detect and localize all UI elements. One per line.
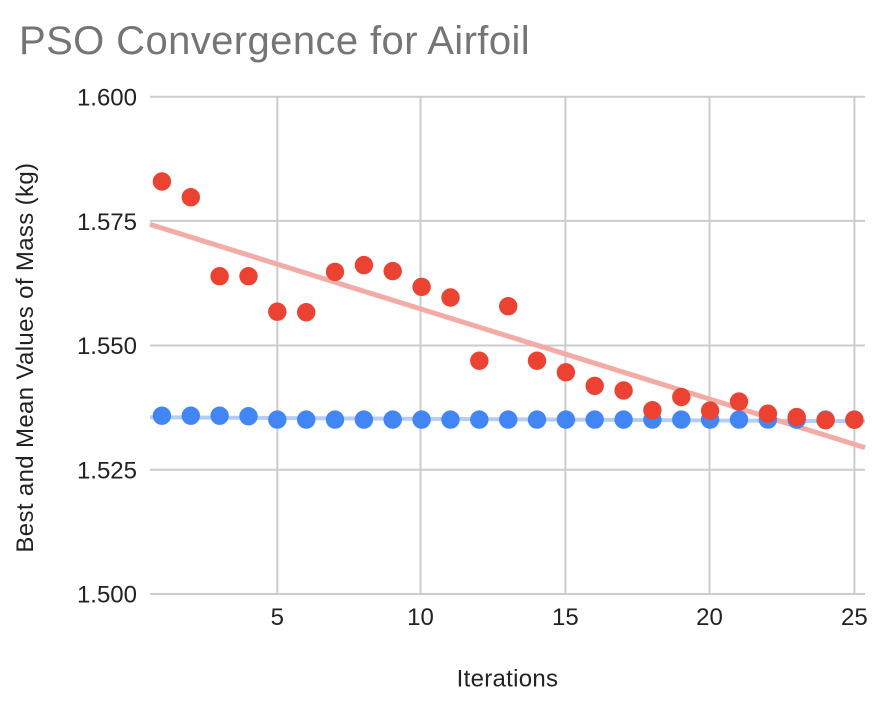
svg-text:Iterations: Iterations: [457, 665, 559, 692]
svg-text:5: 5: [271, 604, 284, 631]
svg-text:25: 25: [841, 604, 868, 631]
svg-text:10: 10: [407, 604, 434, 631]
svg-text:20: 20: [696, 604, 723, 631]
svg-text:15: 15: [552, 604, 579, 631]
svg-text:1.550: 1.550: [77, 333, 137, 360]
svg-text:Best and Mean Values of Mass (: Best and Mean Values of Mass (kg): [12, 163, 39, 553]
svg-text:1.525: 1.525: [77, 457, 137, 484]
svg-text:PSO Convergence for Airfoil: PSO Convergence for Airfoil: [19, 19, 530, 63]
svg-text:1.575: 1.575: [77, 209, 137, 236]
svg-text:1.600: 1.600: [77, 85, 137, 112]
svg-text:1.500: 1.500: [77, 582, 137, 609]
